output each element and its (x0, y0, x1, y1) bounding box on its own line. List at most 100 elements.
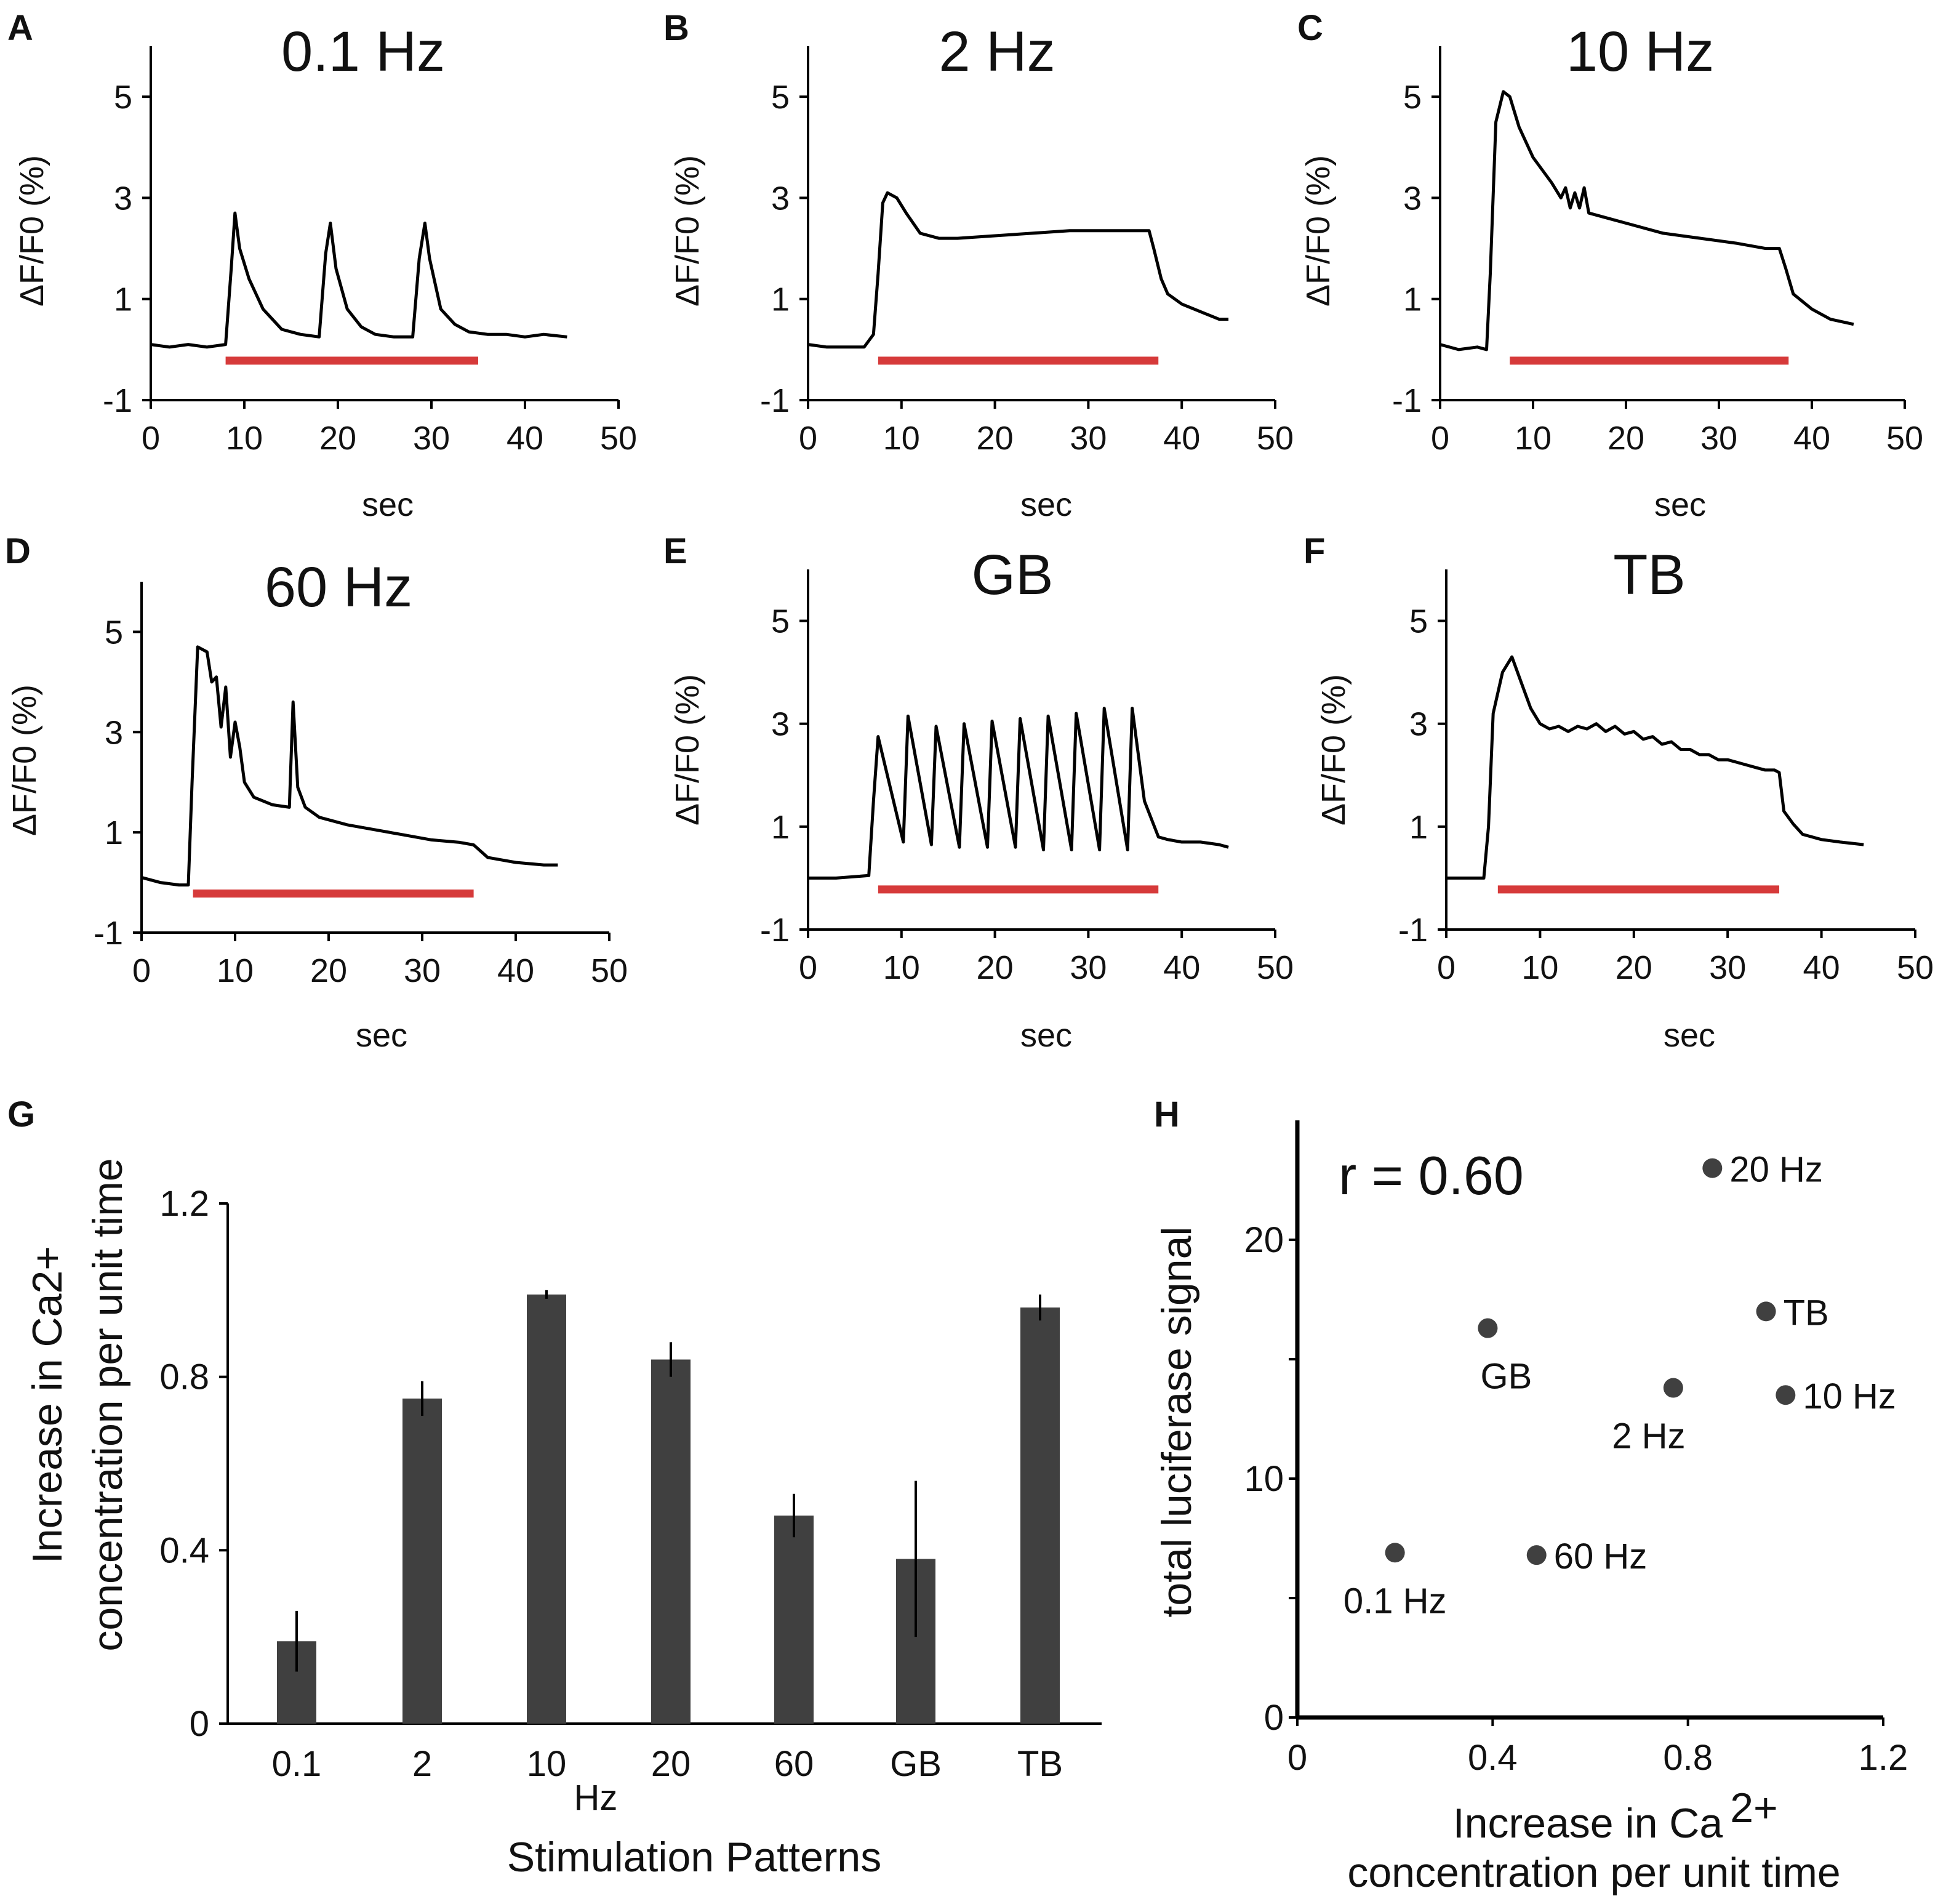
y-tick-label: -1 (94, 915, 123, 952)
x-tick-label: 30 (1700, 420, 1737, 457)
x-tick-label: 30 (404, 952, 441, 989)
x-tick-label: 0.1 (272, 1744, 322, 1784)
panel-letter: E (663, 531, 687, 571)
y-tick-label: 0.8 (159, 1357, 209, 1397)
x-axis-title: sec (1654, 486, 1706, 523)
y-axis-title: ΔF/F0 (%) (669, 674, 706, 825)
y-axis-title: ΔF/F0 (%) (1300, 155, 1337, 307)
y-tick-label: 5 (771, 79, 790, 116)
panel-title: 0.1 Hz (281, 20, 445, 83)
x-axis-title-line2: concentration per unit time (1347, 1849, 1840, 1896)
y-axis-title-line1: Increase in Ca2+ (24, 1246, 71, 1564)
y-tick-label: 5 (114, 79, 132, 116)
y-tick-label: -1 (760, 382, 790, 419)
y-axis-title: ΔF/F0 (%) (14, 155, 50, 307)
x-tick-label: 0 (132, 952, 151, 989)
trace-line (808, 707, 1229, 880)
panel-letter: C (1297, 8, 1323, 48)
x-tick-label: 50 (1886, 420, 1923, 457)
y-tick-label: 5 (771, 603, 790, 640)
y-tick-label: -1 (760, 912, 790, 949)
scatter-point (1478, 1318, 1498, 1338)
x-tick-label: 0.8 (1663, 1738, 1713, 1778)
x-tick-label: TB (1017, 1744, 1063, 1784)
scatter-point (1526, 1545, 1547, 1565)
y-tick-label: -1 (1398, 912, 1428, 949)
x-axis-title: sec (1664, 1017, 1715, 1054)
x-axis-title: Stimulation Patterns (507, 1834, 882, 1881)
y-tick-label: 3 (114, 180, 132, 217)
panel-H: H 0 10 20 0 0.4 0.8 1.2 20 Hz TB GB 10 Hz 2 Hz 60 Hz 0… (1153, 1095, 1908, 1896)
x-tick-label: 50 (1257, 420, 1294, 457)
y-tick-label: 1 (105, 814, 123, 851)
y-tick-label: 1.2 (159, 1184, 209, 1224)
panel-title: TB (1613, 544, 1686, 606)
y-tick-label: 0 (190, 1704, 209, 1744)
y-tick-label: 10 (1244, 1459, 1284, 1499)
x-axis-title: sec (356, 1017, 407, 1054)
x-tick-label: 10 (1521, 949, 1558, 986)
x-axis-title-line1: Increase in Ca (1453, 1800, 1723, 1847)
y-tick-label: 1 (1409, 809, 1428, 846)
x-tick-label: 20 (1616, 949, 1652, 986)
x-tick-label: 50 (1257, 949, 1294, 986)
x-tick-label: 40 (1163, 949, 1200, 986)
y-tick-label: 1 (1403, 281, 1422, 318)
x-tick-label: 30 (1709, 949, 1746, 986)
panel-letter: D (5, 531, 31, 571)
correlation-annotation: r = 0.60 (1339, 1145, 1524, 1206)
y-axis-title: ΔF/F0 (%) (6, 685, 43, 836)
x-axis-title: sec (1020, 486, 1072, 523)
x-tick-label: 20 (319, 420, 356, 457)
x-tick-label: 10 (883, 949, 920, 986)
x-tick-label: 1.2 (1859, 1738, 1908, 1778)
x-tick-label: 40 (1793, 420, 1830, 457)
bar (774, 1516, 814, 1724)
x-tick-label: 0 (142, 420, 160, 457)
x-axis-unit: Hz (574, 1778, 618, 1818)
x-tick-label: 40 (1803, 949, 1840, 986)
x-tick-label: 10 (883, 420, 920, 457)
x-tick-label: 40 (1163, 420, 1200, 457)
y-tick-label: 3 (771, 706, 790, 743)
y-tick-label: -1 (103, 382, 132, 419)
y-axis-title: total luciferase signal (1153, 1226, 1200, 1617)
panel-title: GB (972, 544, 1054, 606)
x-tick-label: 2 (412, 1744, 432, 1784)
x-tick-label: 30 (413, 420, 450, 457)
x-tick-label: 20 (651, 1744, 691, 1784)
panel-letter: A (7, 8, 33, 48)
x-tick-label: 50 (600, 420, 637, 457)
x-tick-label: 20 (977, 420, 1014, 457)
y-tick-label: 3 (1409, 706, 1428, 743)
panel-letter: G (7, 1095, 35, 1135)
y-tick-label: 1 (114, 281, 132, 318)
trace-line (1446, 655, 1864, 880)
x-tick-label: 50 (1897, 949, 1934, 986)
y-tick-label: 1 (771, 809, 790, 846)
scatter-point (1702, 1158, 1723, 1178)
point-label: 0.1 Hz (1343, 1581, 1447, 1621)
trace-line (141, 645, 558, 887)
y-tick-label: 5 (1409, 603, 1428, 640)
scatter-point (1663, 1378, 1683, 1398)
y-tick-label: 0 (1264, 1698, 1284, 1738)
x-tick-label: 0 (799, 949, 817, 986)
x-tick-label: 20 (1608, 420, 1644, 457)
point-label: GB (1480, 1357, 1532, 1397)
panel-letter: B (663, 8, 689, 48)
y-tick-label: 3 (771, 180, 790, 217)
x-tick-label: 10 (527, 1744, 567, 1784)
scatter-point (1776, 1385, 1796, 1405)
scatter-point (1756, 1301, 1776, 1322)
x-tick-label: 0 (1287, 1738, 1307, 1778)
point-label: 2 Hz (1612, 1416, 1685, 1456)
x-tick-label: 10 (226, 420, 263, 457)
panel-letter: H (1154, 1095, 1180, 1135)
panel-title: 60 Hz (265, 556, 412, 619)
y-tick-label: 1 (771, 281, 790, 318)
y-axis-title-line2: concentration per unit time (84, 1158, 131, 1651)
